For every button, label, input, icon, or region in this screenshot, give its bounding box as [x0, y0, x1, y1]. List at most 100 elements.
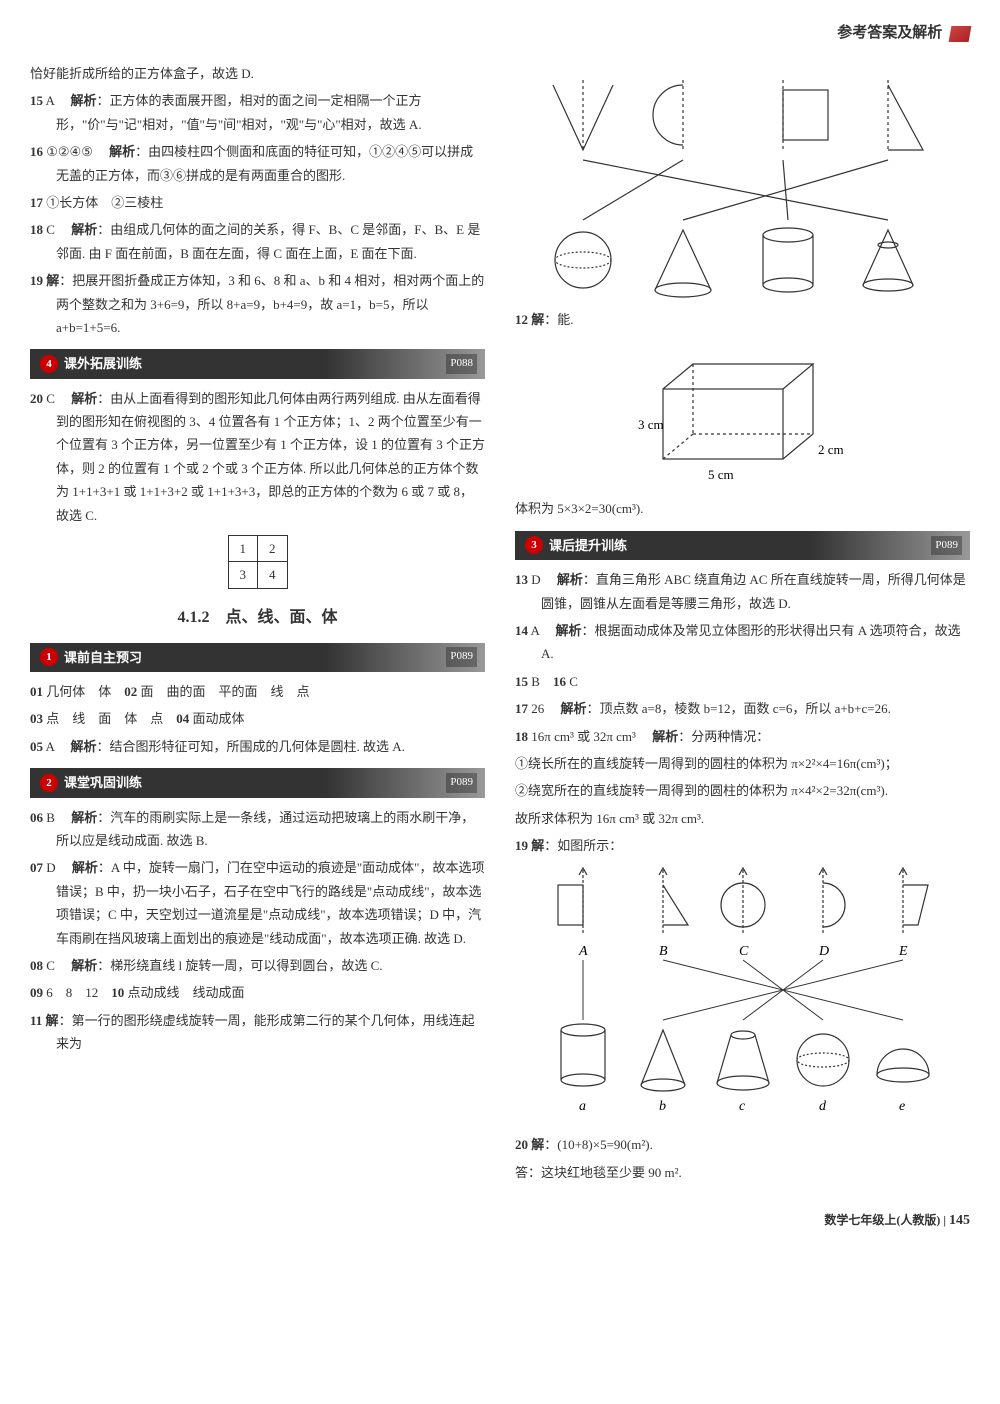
section-bullet: 3: [525, 536, 543, 554]
q-ans: 16π cm³ 或 32π cm³: [531, 729, 636, 744]
section-bullet: 1: [40, 648, 58, 666]
q-num: 19: [515, 838, 528, 853]
q-text: ：能.: [544, 312, 573, 327]
q01: 01 几何体 体 02 面 曲的面 平的面 线 点: [30, 680, 485, 703]
q-text: ：正方体的表面展开图，相对的面之间一定相隔一个正方形，"价"与"记"相对，"值"…: [56, 93, 422, 131]
q-text: ：把展开图折叠成正方体知，3 和 6、8 和 a、b 和 4 相对，相对两个面上…: [56, 273, 484, 335]
q06: 06 B 解析：汽车的雨刷实际上是一条线，通过运动把玻璃上的雨水刷干净，所以应是…: [30, 806, 485, 853]
q-text: ：如图所示：: [544, 838, 622, 853]
q-ans: 26: [531, 701, 544, 716]
q-ans: C: [46, 391, 55, 406]
q-num: 03: [30, 711, 43, 726]
label-D: D: [818, 944, 829, 959]
q18r: 18 16π cm³ 或 32π cm³ 解析：分两种情况：: [515, 725, 970, 748]
q-text: ：梯形绕直线 l 旋转一周，可以得到圆台，故选 C.: [97, 958, 382, 973]
section-page: P089: [446, 773, 477, 793]
section-title: 课后提升训练: [549, 534, 627, 557]
grid-cell: 1: [228, 536, 258, 562]
grid-2x2: 12 34: [228, 535, 288, 589]
q-num: 10: [111, 985, 124, 1000]
q20: 20 C 解析：由从上面看得到的图形知此几何体由两行两列组成. 由从左面看得到的…: [30, 387, 485, 527]
label-e: e: [899, 1099, 905, 1114]
q-ans: 6 8 12: [46, 985, 98, 1000]
q17r: 17 26 解析：顶点数 a=8，棱数 b=12，面数 c=6，所以 a+b+c…: [515, 697, 970, 720]
q07: 07 D 解析：A 中，旋转一扇门，门在空中运动的痕迹是"面动成体"，故本选项错…: [30, 856, 485, 950]
q18r-concl: 故所求体积为 16π cm³ 或 32π cm³.: [515, 807, 970, 830]
q09: 09 6 8 12 10 点动成线 线动成面: [30, 981, 485, 1004]
q-num: 09: [30, 985, 43, 1000]
q-expl: 解析: [561, 701, 587, 716]
q-num: 02: [124, 684, 137, 699]
q16: 16 ①②④⑤ 解析：由四棱柱四个侧面和底面的特征可知，①②④⑤可以拼成无盖的正…: [30, 140, 485, 187]
q-expl: 解析: [71, 810, 97, 825]
cuboid-w: 5 cm: [708, 467, 734, 482]
footer-page: 145: [949, 1213, 970, 1228]
label-A: A: [578, 944, 588, 959]
q-text: ：根据面动成体及常见立体图形的形状得出只有 A 选项符合，故选 A.: [541, 623, 961, 661]
q-ans: 面 曲的面 平的面 线 点: [141, 684, 310, 699]
grid-cell: 2: [258, 536, 288, 562]
section-title: 课前自主预习: [64, 646, 142, 669]
left-column: 恰好能折成所给的正方体盒子，故选 D. 15 A 解析：正方体的表面展开图，相对…: [30, 62, 485, 1188]
q-ans: D: [46, 860, 55, 875]
q-num: 20: [515, 1137, 528, 1152]
q-text: ：由组成几何体的面之间的关系，得 F、B、C 是邻面，F、B、E 是邻面. 由 …: [56, 222, 480, 260]
q03: 03 点 线 面 体 点 04 面动成体: [30, 707, 485, 730]
section-title: 课外拓展训练: [64, 352, 142, 375]
q19r: 19 解：如图所示：: [515, 834, 970, 857]
volume-text: 体积为 5×3×2=30(cm³).: [515, 497, 970, 520]
q-expl: 解析: [70, 93, 96, 108]
cuboid-d: 2 cm: [818, 442, 844, 457]
q11: 11 解：第一行的图形绕虚线旋转一周，能形成第二行的某个几何体，用线连起来为: [30, 1009, 485, 1056]
q-num: 07: [30, 860, 43, 875]
q-ans: 面动成体: [193, 711, 245, 726]
page-header: 参考答案及解析: [30, 20, 970, 47]
q-num: 05: [30, 739, 43, 754]
q18r-sub2: ②绕宽所在的直线旋转一周得到的圆柱的体积为 π×4²×2=32π(cm³).: [515, 779, 970, 802]
q-num: 01: [30, 684, 43, 699]
q-text: ：顶点数 a=8，棱数 b=12，面数 c=6，所以 a+b+c=26.: [587, 701, 891, 716]
label-b: b: [659, 1099, 666, 1114]
q-expl: 解析: [71, 958, 97, 973]
q15: 15 A 解析：正方体的表面展开图，相对的面之间一定相隔一个正方形，"价"与"记…: [30, 89, 485, 136]
q-ans: 点动成线 线动成面: [128, 985, 245, 1000]
q-num: 17: [515, 701, 528, 716]
section-2: 2 课堂巩固训练 P089: [30, 768, 485, 797]
section-bullet: 2: [40, 774, 58, 792]
q-ans: C: [46, 958, 55, 973]
q-num: 06: [30, 810, 43, 825]
section-title: 课堂巩固训练: [64, 771, 142, 794]
q-num: 08: [30, 958, 43, 973]
q-expl: 解析: [72, 860, 98, 875]
q12: 12 解：能.: [515, 308, 970, 331]
q-num: 15: [30, 93, 43, 108]
q-text: ：第一行的图形绕虚线旋转一周，能形成第二行的某个几何体，用线连起来为: [56, 1013, 475, 1051]
q-ans: 几何体 体: [46, 684, 111, 699]
matching-diagram-1: [533, 70, 953, 300]
grid-cell: 4: [258, 562, 288, 588]
q-expl: 解析: [557, 572, 583, 587]
grid-cell: 3: [228, 562, 258, 588]
q14r: 14 A 解析：根据面动成体及常见立体图形的形状得出只有 A 选项符合，故选 A…: [515, 619, 970, 666]
q18r-sub1: ①绕长所在的直线旋转一周得到的圆柱的体积为 π×2²×4=16π(cm³)；: [515, 752, 970, 775]
q-ans: A: [531, 623, 540, 638]
right-column: 12 解：能. 3 cm 5 cm 2 cm 体积为 5×3×2=30(cm³)…: [515, 62, 970, 1188]
q-ans: A: [46, 739, 55, 754]
q15r: 15 B 16 C: [515, 670, 970, 693]
q-num: 16: [30, 144, 43, 159]
q05: 05 A 解析：结合图形特征可知，所围成的几何体是圆柱. 故选 A.: [30, 735, 485, 758]
book-icon: [949, 26, 972, 42]
q-num: 17: [30, 195, 43, 210]
q-text: ：汽车的雨刷实际上是一条线，通过运动把玻璃上的雨水刷干净，所以应是线动成面. 故…: [56, 810, 474, 848]
cuboid-h: 3 cm: [638, 417, 664, 432]
section-bullet: 4: [40, 355, 58, 373]
chapter-title: 4.1.2 点、线、面、体: [30, 604, 485, 633]
q-text: ：直角三角形 ABC 绕直角边 AC 所在直线旋转一周，所得几何体是圆锥，圆锥从…: [541, 572, 966, 610]
q-ans: 点 线 面 体 点: [46, 711, 163, 726]
q-ans: C: [46, 222, 55, 237]
q-text: ：由从上面看得到的图形知此几何体由两行两列组成. 由从左面看得到的图形知在俯视图…: [56, 391, 485, 523]
q-text: ：结合图形特征可知，所围成的几何体是圆柱. 故选 A.: [97, 739, 405, 754]
q-expl: 解: [531, 1137, 544, 1152]
q-text: ：A 中，旋转一扇门，门在空中运动的痕迹是"面动成体"，故本选项错误；B 中，扔…: [56, 860, 484, 945]
q-ans: C: [569, 674, 578, 689]
